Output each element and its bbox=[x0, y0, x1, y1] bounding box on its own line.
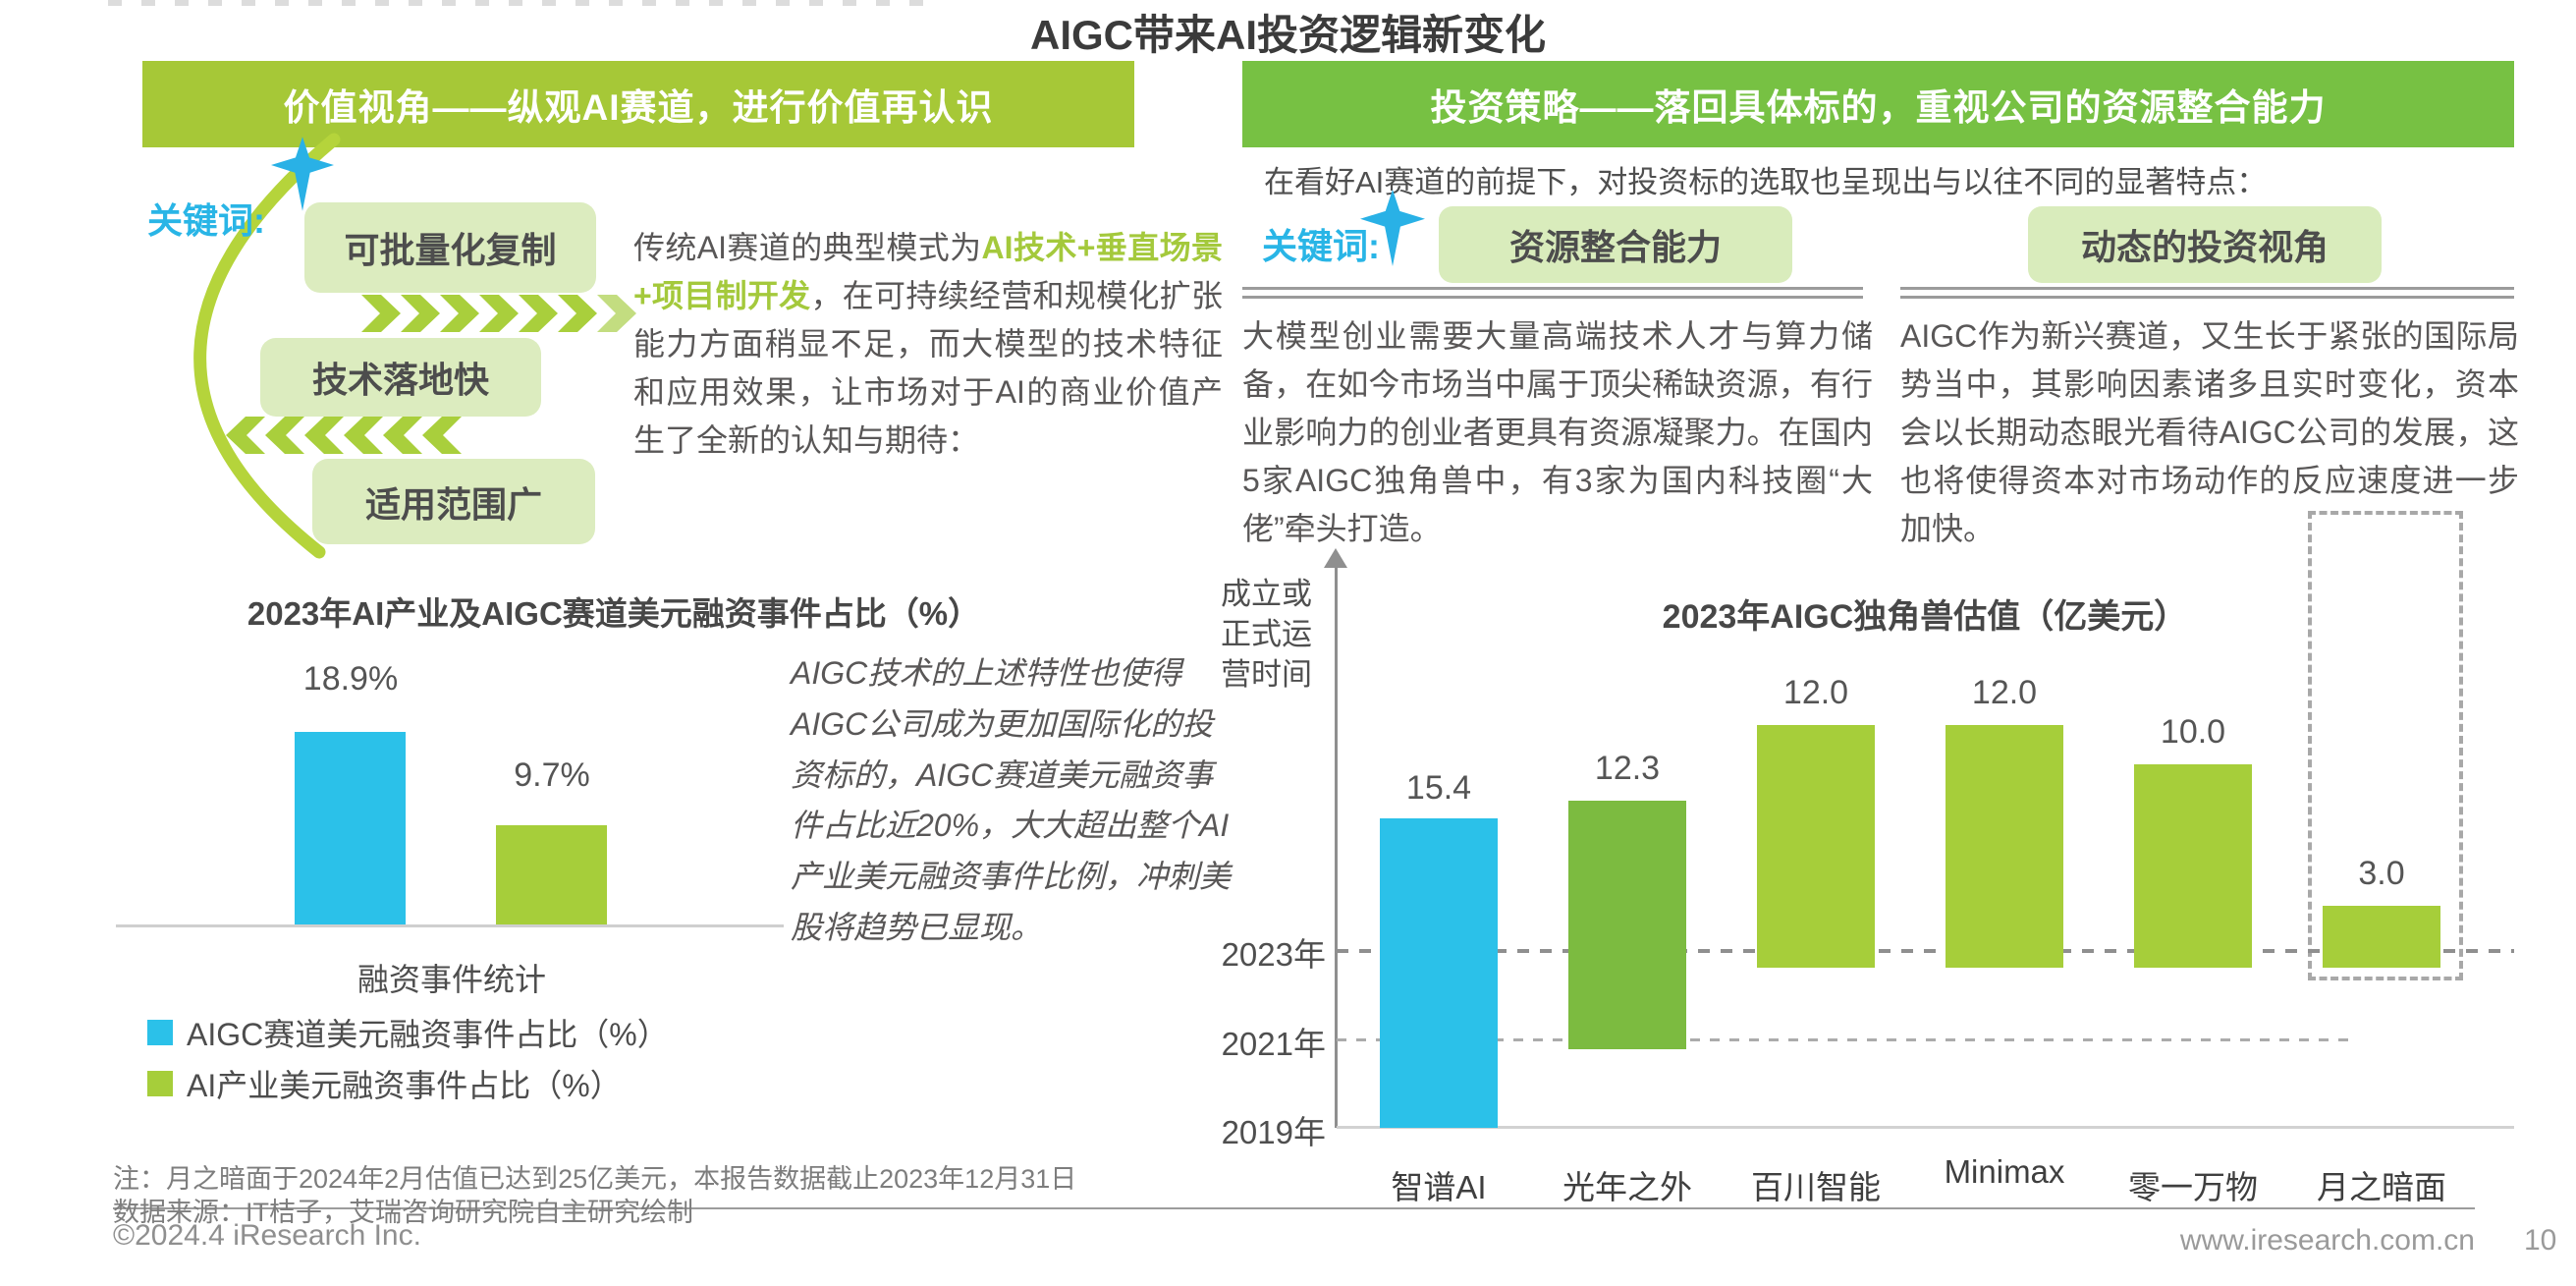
keyword-box-batch-replicable: 可批量化复制 bbox=[304, 202, 596, 293]
right-chart-title: 2023年AIGC独角兽估值（亿美元） bbox=[1662, 598, 2188, 636]
left-keyword-label: 关键词: bbox=[147, 200, 265, 241]
x-cat-baichuan: 百川智能 bbox=[1751, 1169, 1881, 1205]
right-banner-text: 投资策略——落回具体标的，重视公司的资源整合能力 bbox=[1430, 87, 2327, 128]
footer-copyright: ©2024.4 iResearch Inc. bbox=[113, 1219, 421, 1252]
keyword-box-wide-applicability: 适用范围广 bbox=[312, 459, 595, 544]
bar-guangnian-zhiwai bbox=[1568, 801, 1686, 1049]
page-title: AIGC带来AI投资逻辑新变化 bbox=[1029, 12, 1546, 58]
y-tick-2023: 2023年 bbox=[1221, 936, 1326, 973]
keyword-box-fast-deployment: 技术落地快 bbox=[260, 338, 541, 417]
clipped-top-text-remnant bbox=[108, 0, 923, 6]
legend-label: AIGC赛道美元融资事件占比（%） bbox=[187, 1017, 669, 1052]
legend-swatch-green bbox=[147, 1071, 173, 1096]
gridline-2023 bbox=[1337, 949, 2514, 953]
legend-item-ai-industry: AI产业美元融资事件占比（%） bbox=[147, 1061, 622, 1106]
paragraph-text: 传统AI赛道的典型模式为 bbox=[633, 230, 982, 265]
right-section-banner: 投资策略——落回具体标的，重视公司的资源整合能力 bbox=[1242, 61, 2514, 147]
y-tick-2019: 2019年 bbox=[1221, 1114, 1326, 1150]
bar-value-label: 10.0 bbox=[2160, 713, 2226, 751]
right-keyword-label: 关键词: bbox=[1262, 226, 1380, 266]
chevrons-right-icon bbox=[361, 295, 636, 332]
keyword-text: 适用范围广 bbox=[364, 483, 542, 525]
chevrons-left-icon bbox=[226, 417, 462, 454]
footer-divider-line bbox=[113, 1207, 2475, 1209]
bar-ai-industry-share bbox=[496, 825, 607, 926]
footer-page-number: 10 bbox=[2524, 1224, 2557, 1257]
right-paragraph-dynamic: AIGC作为新兴赛道，又生长于紧张的国际局势当中，其影响因素诸多且实时变化，资本… bbox=[1900, 318, 2519, 546]
bar-value-label: 15.4 bbox=[1405, 769, 1472, 807]
bar-baichuan bbox=[1757, 725, 1875, 968]
bar-value-label: 12.0 bbox=[1782, 674, 1849, 711]
bar-yuezhianmian bbox=[2323, 906, 2440, 968]
gridline-2019-baseline bbox=[1337, 1126, 2514, 1129]
bar-value-label: 3.0 bbox=[2358, 855, 2405, 892]
left-chart-baseline bbox=[116, 924, 784, 927]
x-cat-zhipu-ai: 智谱AI bbox=[1391, 1169, 1487, 1205]
keyword-text: 资源整合能力 bbox=[1508, 227, 1722, 267]
legend-swatch-cyan bbox=[147, 1020, 173, 1045]
bar-value-label: 12.3 bbox=[1594, 750, 1661, 787]
left-chart-xlabel: 融资事件统计 bbox=[356, 962, 546, 997]
x-cat-lingyi: 零一万物 bbox=[2128, 1169, 2258, 1205]
y-axis-arrow bbox=[1324, 548, 1347, 568]
keyword-text: 可批量化复制 bbox=[344, 230, 557, 270]
sparkle-star-icon bbox=[271, 137, 334, 211]
bar-value-label: 9.7% bbox=[514, 756, 590, 794]
keyword-box-dynamic-perspective: 动态的投资视角 bbox=[2028, 206, 2382, 283]
green-arc-decoration bbox=[193, 133, 341, 559]
right-paragraph-resource: 大模型创业需要大量高端技术人才与算力储备，在如今市场当中属于顶尖稀缺资源，有行业… bbox=[1242, 318, 1873, 546]
bar-value-label: 12.0 bbox=[1971, 674, 2038, 711]
left-banner-text: 价值视角——纵观AI赛道，进行价值再认识 bbox=[283, 87, 994, 128]
paragraph-text: ，在可持续经营和规模化扩张能力方面稍显不足，而大模型的技术特征和应用效果，让市场… bbox=[633, 277, 1223, 458]
x-cat-guangnian: 光年之外 bbox=[1562, 1169, 1692, 1205]
keyword-box-resource-integration: 资源整合能力 bbox=[1439, 206, 1792, 283]
left-section-paragraph: 传统AI赛道的典型模式为AI技术+垂直场景+项目制开发，在可持续经营和规模化扩张… bbox=[633, 224, 1223, 465]
legend-item-aigc: AIGC赛道美元融资事件占比（%） bbox=[147, 1010, 669, 1055]
left-section-banner: 价值视角——纵观AI赛道，进行价值再认识 bbox=[142, 61, 1134, 147]
footnote-line-1: 注：月之暗面于2024年2月估值已达到25亿美元，本报告数据截止2023年12月… bbox=[113, 1164, 1077, 1194]
bar-zhipu-ai bbox=[1380, 818, 1498, 1128]
bar-minimax bbox=[1946, 725, 2063, 968]
bar-aigc-share bbox=[295, 732, 406, 926]
x-cat-minimax: Minimax bbox=[1944, 1153, 2065, 1190]
bar-value-label: 18.9% bbox=[302, 660, 399, 698]
legend-label: AI产业美元融资事件占比（%） bbox=[187, 1068, 622, 1103]
y-tick-2021: 2021年 bbox=[1221, 1026, 1326, 1062]
highlight-dashed-box bbox=[2308, 511, 2463, 980]
footer-site-url: www.iresearch.com.cn bbox=[2179, 1224, 2475, 1257]
footnote-line-2: 数据来源：IT桔子，艾瑞咨询研究院自主研究绘制 bbox=[113, 1198, 693, 1227]
right-chart-ylabel: 成立或正式运营时间 bbox=[1221, 577, 1312, 692]
right-section-subtitle: 在看好AI赛道的前提下，对投资标的选取也呈现出与以往不同的显著特点： bbox=[1264, 165, 2268, 199]
double-rule-divider bbox=[1900, 287, 2514, 299]
gridline-2021 bbox=[1337, 1038, 2358, 1041]
bar-lingyi-wanwu bbox=[2134, 764, 2252, 968]
sparkle-star-icon bbox=[1360, 190, 1425, 266]
x-cat-yuezhianmian: 月之暗面 bbox=[2317, 1169, 2446, 1205]
keyword-text: 动态的投资视角 bbox=[2080, 227, 2329, 267]
y-axis-line bbox=[1335, 564, 1338, 1128]
left-chart-title: 2023年AI产业及AIGC赛道美元融资事件占比（%） bbox=[247, 595, 981, 632]
italic-commentary: AIGC技术的上述特性也使得AIGC公司成为更加国际化的投资标的，AIGC赛道美… bbox=[791, 655, 1232, 946]
double-rule-divider bbox=[1242, 287, 1863, 299]
paragraph-highlight-text: AI技术+垂直场景+项目制开发 bbox=[633, 230, 1223, 313]
keyword-text: 技术落地快 bbox=[311, 360, 489, 400]
